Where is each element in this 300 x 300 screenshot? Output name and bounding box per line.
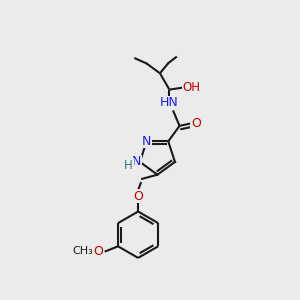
Text: O: O — [191, 117, 201, 130]
Text: N: N — [132, 155, 142, 168]
Text: CH₃: CH₃ — [72, 246, 93, 256]
Text: HN: HN — [160, 97, 179, 110]
Text: O: O — [93, 245, 103, 258]
Text: O: O — [133, 190, 143, 202]
Text: N: N — [142, 135, 151, 148]
Text: OH: OH — [183, 81, 201, 94]
Text: H: H — [124, 159, 133, 172]
